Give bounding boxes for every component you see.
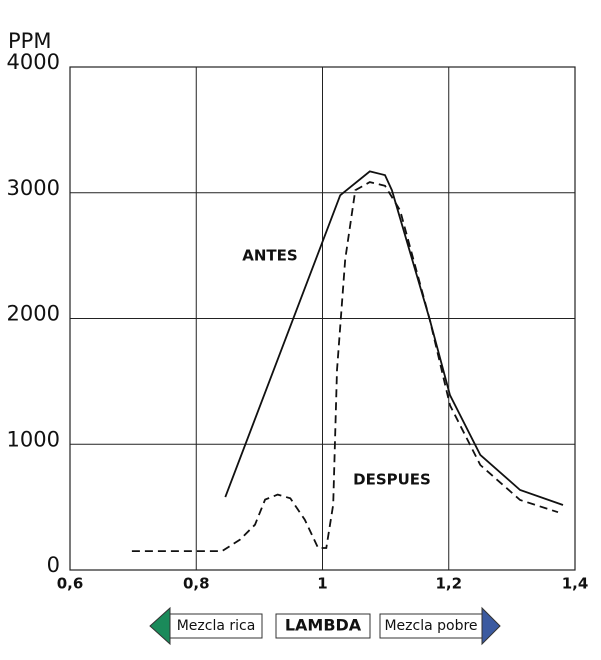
x-tick-label: 1,4 [562, 575, 589, 593]
series-line [131, 181, 559, 552]
y-axis-label: PPM [8, 29, 51, 53]
y-tick-label: 1000 [7, 427, 60, 451]
x-tick-label: 1 [317, 575, 327, 593]
series-line [224, 170, 564, 506]
x-axis-label: LAMBDA [285, 616, 362, 635]
y-tick-label: 0 [47, 553, 60, 577]
left-box [169, 613, 263, 639]
right-box [379, 613, 483, 639]
right-note: Mezcla pobre [384, 618, 477, 634]
series-label: ANTES [242, 247, 297, 265]
left-note: Mezcla rica [177, 618, 256, 634]
plot-frame [69, 66, 576, 571]
x-tick-label: 0,6 [57, 575, 84, 593]
footer: Mezcla rica LAMBDA Mezcla pobre [149, 606, 501, 646]
y-tick-label: 2000 [7, 302, 60, 326]
y-tick-label: 4000 [7, 50, 60, 74]
series-label: DESPUES [353, 471, 431, 489]
x-tick-label: 1,2 [435, 575, 462, 593]
left-arrow [149, 606, 171, 646]
y-tick-label: 3000 [7, 176, 60, 200]
right-arrow [481, 606, 501, 646]
center-box [275, 613, 371, 639]
x-tick-label: 0,8 [183, 575, 210, 593]
